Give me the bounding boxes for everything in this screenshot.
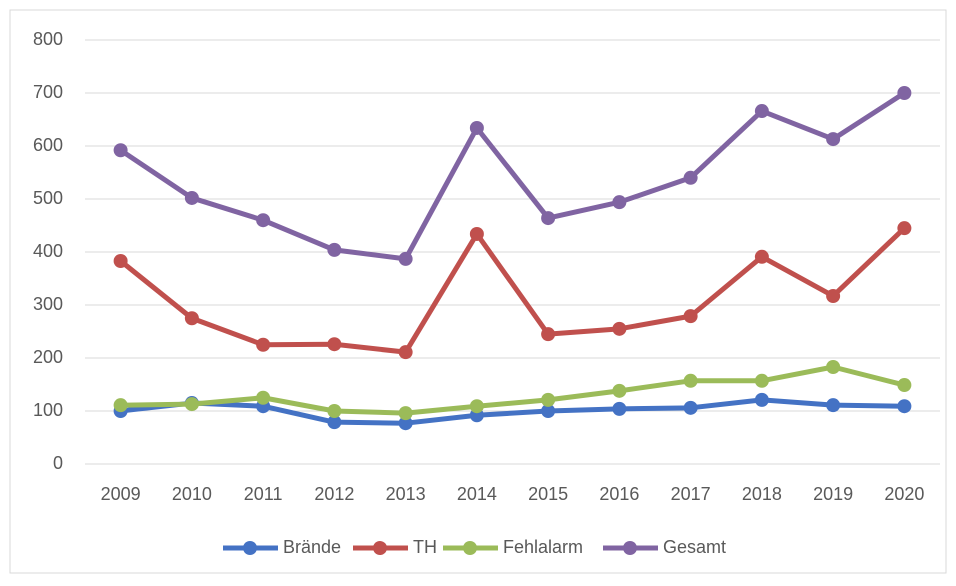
- marker: [754, 392, 769, 407]
- marker: [398, 406, 413, 421]
- legend-marker: [463, 541, 477, 555]
- legend-label: Brände: [283, 537, 341, 557]
- marker: [327, 415, 342, 430]
- x-tick-label: 2015: [528, 484, 568, 504]
- marker: [683, 309, 698, 324]
- legend-label: TH: [413, 537, 437, 557]
- marker: [754, 373, 769, 388]
- y-tick-label: 600: [33, 135, 63, 155]
- x-tick-label: 2016: [599, 484, 639, 504]
- marker: [826, 360, 841, 375]
- marker: [683, 170, 698, 185]
- y-tick-label: 300: [33, 294, 63, 314]
- marker: [184, 190, 199, 205]
- legend-marker: [243, 541, 257, 555]
- x-tick-label: 2011: [244, 484, 283, 504]
- x-tick-label: 2017: [671, 484, 711, 504]
- marker: [683, 400, 698, 415]
- legend-label: Fehlalarm: [503, 537, 583, 557]
- marker: [398, 416, 413, 431]
- y-tick-label: 200: [33, 347, 63, 367]
- legend-label: Gesamt: [663, 537, 726, 557]
- marker: [327, 337, 342, 352]
- y-tick-label: 500: [33, 188, 63, 208]
- series-line: [120, 364, 905, 416]
- x-tick-label: 2019: [813, 484, 853, 504]
- series-line: [120, 397, 905, 426]
- marker: [541, 392, 556, 407]
- marker: [398, 345, 413, 360]
- marker: [612, 383, 627, 398]
- marker: [469, 226, 484, 241]
- marker: [184, 311, 199, 326]
- marker: [826, 288, 841, 303]
- marker: [398, 251, 413, 266]
- marker: [612, 321, 627, 336]
- y-tick-label: 400: [33, 241, 63, 261]
- marker: [541, 327, 556, 342]
- x-tick-label: 2010: [172, 484, 212, 504]
- marker: [541, 211, 556, 226]
- marker: [897, 378, 912, 393]
- marker: [683, 373, 698, 388]
- x-tick-label: 2009: [101, 484, 141, 504]
- series-line: [119, 90, 906, 262]
- marker: [897, 221, 912, 236]
- marker: [469, 399, 484, 414]
- marker: [612, 401, 627, 416]
- marker: [327, 404, 342, 418]
- marker: [826, 132, 841, 147]
- marker: [826, 398, 841, 413]
- y-tick-label: 100: [33, 400, 63, 420]
- marker: [897, 399, 912, 414]
- x-tick-label: 2014: [457, 484, 497, 504]
- x-tick-label: 2012: [314, 484, 354, 504]
- legend-marker: [373, 541, 387, 555]
- marker: [113, 398, 128, 413]
- x-tick-label: 2020: [884, 484, 924, 504]
- y-tick-label: 700: [33, 82, 63, 102]
- x-tick-label: 2013: [386, 484, 426, 504]
- x-tick-label: 2018: [742, 484, 782, 504]
- series-line: [119, 226, 907, 355]
- marker: [754, 249, 769, 264]
- chart-border: [9, 9, 947, 574]
- marker: [113, 254, 128, 269]
- marker: [113, 143, 128, 158]
- marker: [256, 337, 271, 352]
- legend-marker: [623, 541, 637, 555]
- y-tick-label: 0: [53, 453, 63, 473]
- marker: [754, 104, 769, 119]
- y-tick-label: 800: [33, 29, 63, 49]
- marker: [256, 213, 271, 228]
- marker: [469, 120, 484, 135]
- marker: [897, 86, 912, 100]
- marker: [256, 390, 271, 405]
- marker: [184, 397, 199, 412]
- marker: [612, 195, 627, 210]
- marker: [327, 242, 342, 257]
- marker: [541, 404, 556, 418]
